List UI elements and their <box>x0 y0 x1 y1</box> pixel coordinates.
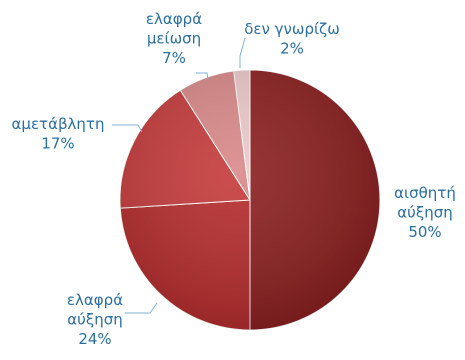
leader-line-1 <box>125 302 158 314</box>
slice-label-3: ελαφρά μείωση 7% <box>146 10 202 67</box>
leader-line-2 <box>112 124 143 133</box>
pie-slice-0 <box>249 69 381 331</box>
slice-label-0: αισθητή αύξηση 50% <box>394 184 456 241</box>
pie-slice-1 <box>119 199 251 331</box>
leader-line-3 <box>196 72 209 81</box>
leader-lines <box>112 37 246 314</box>
pie-slices <box>119 69 381 331</box>
slice-labels: αισθητή αύξηση 50% ελαφρά αύξηση 24% αμετάβλητ… <box>12 10 456 348</box>
slice-label-2: αμετάβλητη 17% <box>12 115 105 153</box>
slice-label-1: ελαφρά αύξηση 24% <box>67 291 123 348</box>
slice-label-4: δεν γνωρίζω 2% <box>244 20 340 58</box>
leader-line-4 <box>239 37 246 68</box>
